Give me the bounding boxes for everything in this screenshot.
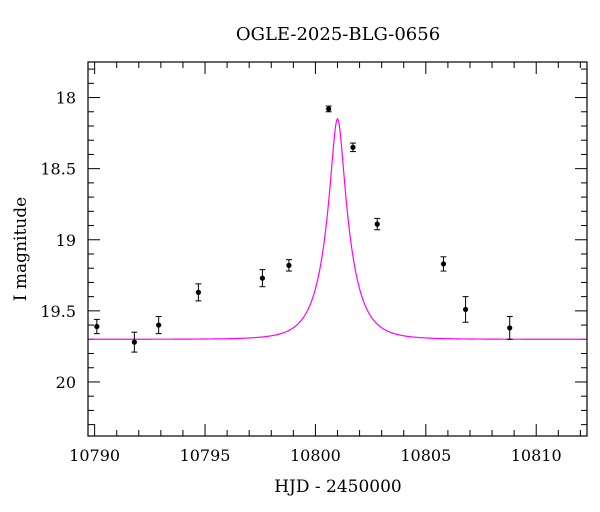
model-curve: [88, 117, 587, 340]
x-axis-label: HJD - 2450000: [274, 477, 402, 497]
data-point: [326, 106, 332, 112]
data-point: [374, 221, 380, 227]
data-point: [507, 325, 513, 331]
y-tick-label: 19.5: [40, 302, 76, 321]
data-point: [94, 323, 100, 330]
plot-frame: [87, 61, 588, 437]
plot-area: 10790 10795 10800 10805 10810 18 18.5 19 19.5 20: [40, 62, 587, 465]
y-tick-label: 18: [56, 89, 76, 108]
y-axis-label: I magnitude: [11, 197, 31, 301]
data-point: [350, 144, 356, 150]
x-tick-label: 10810: [511, 446, 562, 465]
data-point: [462, 306, 469, 313]
x-tick-label: 10790: [69, 446, 120, 465]
x-tick-label: 10795: [180, 446, 231, 465]
y-tick-label: 20: [56, 373, 76, 392]
y-tick-label: 19: [56, 231, 76, 250]
chart-title: OGLE-2025-BLG-0656: [236, 24, 440, 45]
data-point: [156, 322, 162, 328]
y-tick-label: 18.5: [40, 160, 76, 179]
x-tick-label: 10805: [400, 446, 451, 465]
data-point: [286, 262, 292, 268]
x-tick-label: 10800: [290, 446, 341, 465]
data-point: [440, 261, 447, 267]
data-point: [259, 275, 266, 281]
data-point: [195, 289, 201, 295]
data-point: [131, 339, 137, 345]
